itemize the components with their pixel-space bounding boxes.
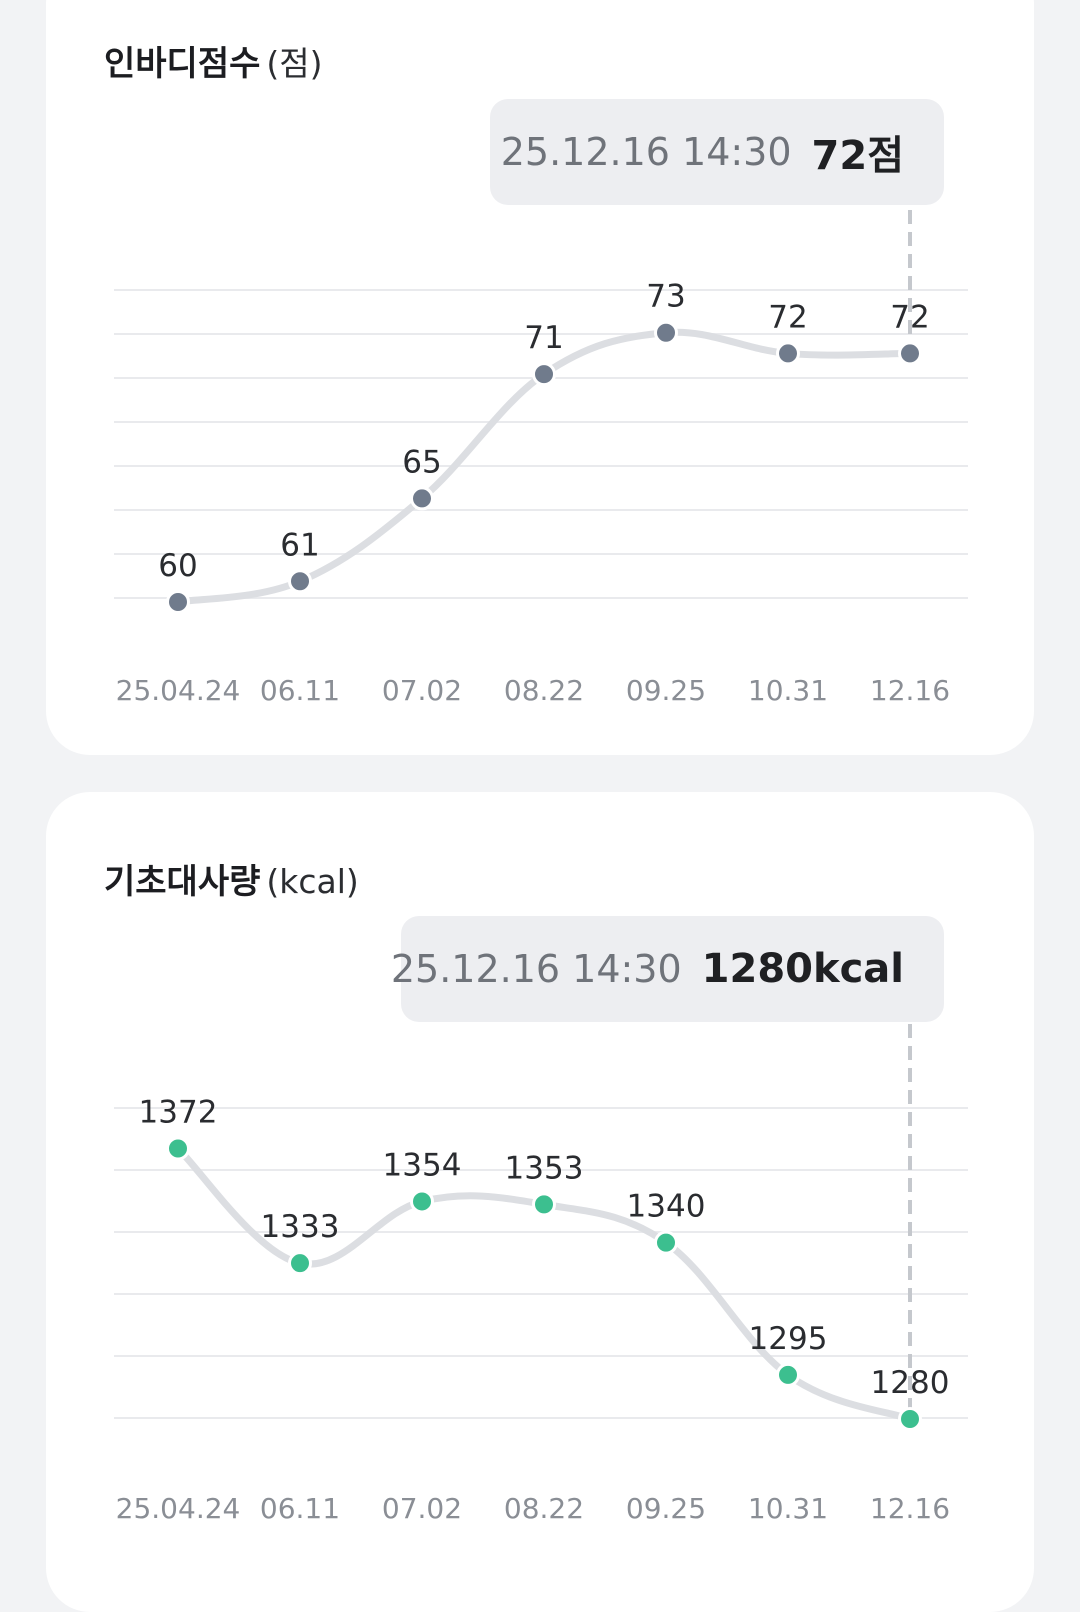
data-point <box>776 1362 800 1387</box>
data-point <box>288 1251 312 1276</box>
data-label: 1372 <box>139 1095 218 1131</box>
tooltip-timestamp: 25.12.16 14:30 <box>500 130 792 174</box>
x-tick-label: 25.04.24 <box>116 1492 241 1525</box>
x-tick-label: 07.02 <box>382 674 462 707</box>
tooltip-timestamp: 25.12.16 14:30 <box>390 947 682 991</box>
data-point <box>166 590 190 614</box>
data-label: 1340 <box>627 1189 706 1225</box>
x-tick-label: 08.22 <box>504 1492 584 1525</box>
data-label: 1280 <box>871 1365 950 1401</box>
data-point <box>288 569 312 594</box>
card-title: 기초대사량 (kcal) <box>104 854 359 903</box>
data-label: 65 <box>402 444 441 480</box>
x-tick-label: 10.31 <box>748 674 828 707</box>
inbody-score-card: 인바디점수 (점) 60 61 65 71 73 72 72 25.04.24 06.11 07.0… <box>46 0 1034 755</box>
card-title-unit: (점) <box>266 44 323 83</box>
data-label: 71 <box>524 320 563 356</box>
x-tick-label: 12.16 <box>870 1492 950 1525</box>
card-title-unit: (kcal) <box>266 862 359 901</box>
data-point <box>898 341 922 366</box>
data-point <box>532 1192 556 1217</box>
series-line <box>174 1145 914 1423</box>
inbody-score-chart[interactable]: 60 61 65 71 73 72 72 25.04.24 06.11 07.02 08.22 09.… <box>46 0 1034 755</box>
data-point <box>410 1189 434 1214</box>
data-point <box>654 1230 678 1255</box>
selected-point-tooltip: 25.12.16 14:30 1280kcal <box>391 916 944 1022</box>
x-tick-label: 25.04.24 <box>116 674 241 707</box>
data-label: 60 <box>158 548 197 584</box>
card-title-text: 기초대사량 <box>104 862 261 902</box>
data-point <box>166 1136 190 1161</box>
data-point <box>898 1407 922 1431</box>
x-tick-label: 06.11 <box>260 1492 340 1525</box>
x-tick-label: 09.25 <box>626 674 706 707</box>
data-label: 1353 <box>505 1150 584 1186</box>
data-label: 1295 <box>749 1321 828 1357</box>
tooltip-value: 1280kcal <box>701 946 904 992</box>
data-point <box>776 341 800 366</box>
card-title: 인바디점수 (점) <box>104 36 323 85</box>
x-tick-label: 10.31 <box>748 1492 828 1525</box>
basal-metabolic-rate-chart[interactable]: 1372 1333 1354 1353 1340 1295 1280 25.04.24 06.1… <box>46 792 1034 1612</box>
basal-metabolic-rate-card: 기초대사량 (kcal) 1372 1333 1354 1353 1340 1295 1280… <box>46 792 1034 1612</box>
x-tick-label: 09.25 <box>626 1492 706 1525</box>
data-label: 72 <box>768 299 807 335</box>
data-label: 1354 <box>383 1147 462 1183</box>
x-tick-label: 08.22 <box>504 674 584 707</box>
selected-point-tooltip: 25.12.16 14:30 72점 <box>490 99 944 205</box>
data-label: 73 <box>646 279 685 315</box>
data-point <box>410 486 434 511</box>
data-point <box>532 362 556 387</box>
x-tick-label: 07.02 <box>382 1492 462 1525</box>
data-point <box>654 320 678 345</box>
tooltip-value: 72점 <box>811 133 904 179</box>
data-label: 72 <box>890 299 929 335</box>
data-label: 1333 <box>261 1209 340 1245</box>
x-tick-label: 12.16 <box>870 674 950 707</box>
x-tick-label: 06.11 <box>260 674 340 707</box>
data-label: 61 <box>280 527 319 563</box>
card-title-text: 인바디점수 <box>104 44 261 84</box>
